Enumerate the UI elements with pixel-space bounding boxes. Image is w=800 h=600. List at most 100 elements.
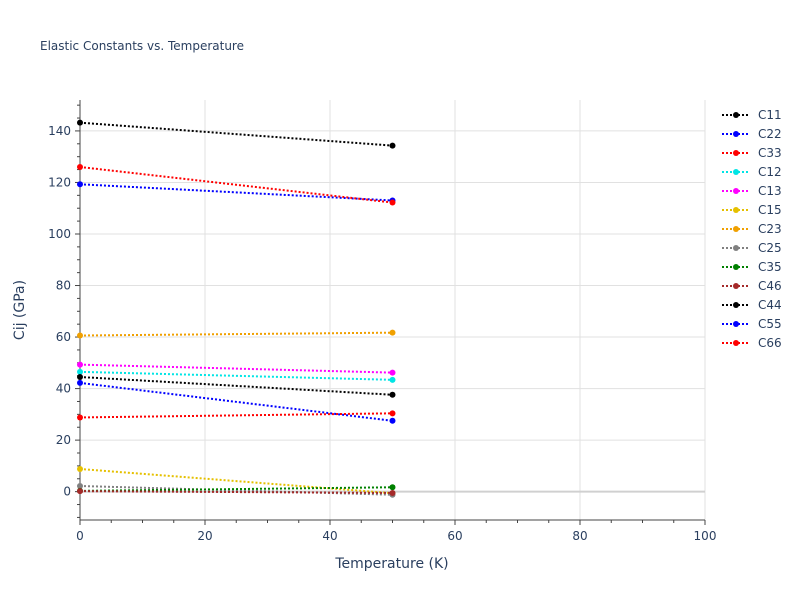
legend-marker: [733, 340, 739, 346]
legend-label: C12: [758, 165, 782, 179]
series-C12: [77, 368, 396, 383]
data-point: [77, 181, 83, 188]
series-line: [79, 370, 393, 381]
series-C46: [77, 488, 396, 496]
legend-label: C25: [758, 241, 782, 255]
legend-label: C23: [758, 222, 782, 236]
legend-label: C11: [758, 108, 782, 122]
data-point: [389, 489, 396, 496]
series-line: [79, 490, 393, 494]
y-tick-label: 40: [56, 382, 71, 396]
y-tick-label: 60: [56, 330, 71, 344]
series-C44: [77, 373, 396, 398]
series-C33: [77, 163, 396, 206]
x-tick-label: 20: [197, 529, 212, 543]
series-line: [79, 121, 393, 147]
x-tick-label: 0: [76, 529, 84, 543]
data-point: [77, 332, 83, 339]
series-line: [79, 166, 393, 204]
legend-item-C13: C13: [722, 184, 782, 198]
legend-item-C11: C11: [722, 108, 782, 122]
grid: [80, 100, 706, 520]
legend-item-C15: C15: [722, 203, 782, 217]
data-point: [389, 410, 396, 417]
y-tick-label: 120: [48, 175, 71, 189]
legend-label: C46: [758, 279, 782, 293]
legend-marker: [733, 264, 739, 270]
legend-marker: [733, 112, 739, 118]
legend-item-C33: C33: [722, 146, 782, 160]
legend-item-C46: C46: [722, 279, 782, 293]
legend-marker: [733, 226, 739, 232]
legend-marker: [733, 188, 739, 194]
series-C66: [77, 410, 396, 421]
legend-marker: [733, 169, 739, 175]
legend-marker: [733, 321, 739, 327]
data-point: [389, 417, 396, 424]
data-point: [77, 482, 83, 489]
legend-marker: [733, 150, 739, 156]
data-point: [77, 163, 83, 170]
legend-item-C55: C55: [722, 317, 782, 331]
legend-item-C23: C23: [722, 222, 782, 236]
series-line: [79, 412, 393, 419]
data-point: [77, 414, 83, 421]
series-C11: [77, 119, 396, 149]
legend-item-C44: C44: [722, 298, 782, 312]
legend-item-C35: C35: [722, 260, 782, 274]
legend-label: C13: [758, 184, 782, 198]
legend-label: C66: [758, 336, 782, 350]
series-line: [79, 183, 393, 202]
x-tick-label: 60: [447, 529, 462, 543]
plot-area: [77, 119, 396, 498]
data-point: [77, 361, 83, 368]
x-tick-label: 100: [694, 529, 717, 543]
y-tick-label: 140: [48, 124, 71, 138]
data-point: [389, 199, 396, 206]
data-point: [389, 391, 396, 398]
data-point: [389, 329, 396, 336]
series-line: [79, 467, 393, 495]
legend-marker: [733, 131, 739, 137]
series-C23: [77, 329, 396, 339]
legend-label: C33: [758, 146, 782, 160]
series-line: [79, 375, 393, 396]
x-tick-label: 40: [322, 529, 337, 543]
y-tick-label: 0: [63, 485, 71, 499]
series-line: [79, 381, 393, 422]
data-point: [389, 142, 396, 149]
legend-item-C12: C12: [722, 165, 782, 179]
data-point: [77, 119, 83, 126]
legend-marker: [733, 283, 739, 289]
series-line: [79, 331, 393, 337]
data-point: [77, 379, 83, 386]
series-line: [79, 486, 393, 492]
series-line: [79, 363, 393, 374]
legend-marker: [733, 245, 739, 251]
legend-label: C35: [758, 260, 782, 274]
legend-item-C25: C25: [722, 241, 782, 255]
y-tick-label: 100: [48, 227, 71, 241]
data-point: [77, 368, 83, 375]
legend-item-C22: C22: [722, 127, 782, 141]
legend: C11 C22 C33 C12 C13 C15 C23 C25 C35 C46 C44 C55 C66: [722, 108, 782, 350]
legend-label: C15: [758, 203, 782, 217]
data-point: [77, 373, 83, 380]
x-tick-label: 80: [572, 529, 587, 543]
data-point: [77, 488, 83, 495]
y-tick-label: 80: [56, 279, 71, 293]
data-point: [389, 376, 396, 383]
chart-title: Elastic Constants vs. Temperature: [40, 39, 244, 53]
legend-marker: [733, 302, 739, 308]
legend-label: C44: [758, 298, 782, 312]
y-axis-title: Cij (GPa): [12, 280, 28, 340]
legend-marker: [733, 207, 739, 213]
data-point: [389, 484, 396, 491]
axes: 0 20 40 60 80 100 0 20 40 60 80 100 120 140: [48, 100, 716, 543]
legend-label: C22: [758, 127, 782, 141]
series-C55: [77, 379, 396, 424]
y-tick-label: 20: [56, 433, 71, 447]
legend-item-C66: C66: [722, 336, 782, 350]
series-C13: [77, 361, 396, 376]
